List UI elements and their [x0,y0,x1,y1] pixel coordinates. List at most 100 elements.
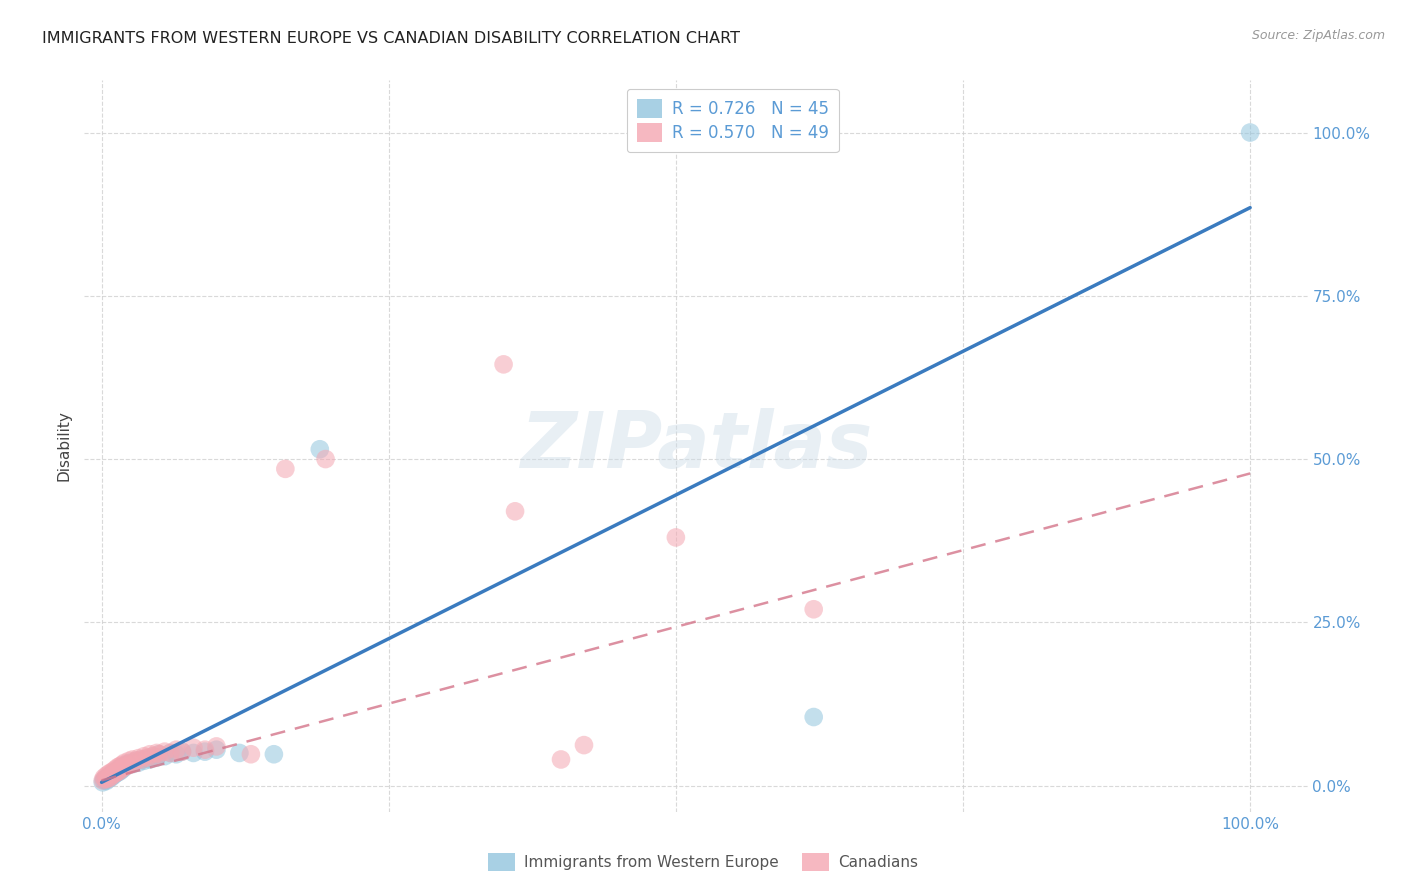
Point [111,762,134,776]
Point [91,773,114,788]
Point [194,742,217,756]
Point [145,746,167,760]
Point [101,769,124,783]
Point [93,773,115,788]
Point [112,760,135,774]
Point [108,762,131,776]
Point [170,745,193,759]
Point [97,767,120,781]
Point [153,749,176,764]
Point [110,762,132,776]
Point [105,764,128,779]
Point [96,771,118,785]
Point [91,775,114,789]
Point [111,757,134,772]
Point [97,772,120,786]
Text: Source: ZipAtlas.com: Source: ZipAtlas.com [1251,29,1385,42]
Point [96,769,118,783]
Point [125,754,148,768]
Point [115,759,138,773]
Point [572,738,595,752]
Point [165,742,187,756]
Point [145,750,167,764]
Point [136,750,159,764]
Text: IMMIGRANTS FROM WESTERN EUROPE VS CANADIAN DISABILITY CORRELATION CHART: IMMIGRANTS FROM WESTERN EUROPE VS CANADI… [42,31,740,46]
Point [94,772,117,786]
Point [136,751,159,765]
Point [96,774,118,789]
Point [118,754,141,768]
Point [93,771,115,785]
Point [139,747,162,762]
Point [803,602,825,616]
Point [101,769,124,783]
Point [108,764,131,779]
Point [108,764,131,779]
Point [142,749,165,764]
Point [170,745,193,759]
Point [114,756,136,770]
Point [148,747,170,762]
Point [114,760,136,774]
Point [183,746,205,760]
Point [148,747,170,762]
Point [153,745,176,759]
Point [165,747,187,762]
Point [315,452,337,467]
Point [308,442,330,457]
Point [101,767,124,781]
Point [1239,126,1261,140]
Point [183,740,205,755]
Point [132,749,155,764]
Point [115,757,138,772]
Point [492,357,515,371]
Text: ZIPatlas: ZIPatlas [520,408,872,484]
Point [94,772,117,786]
Point [228,746,250,760]
Point [121,752,143,766]
Point [132,754,155,768]
Point [131,752,153,766]
Point [100,771,122,785]
Point [263,747,285,762]
Point [112,759,135,773]
Y-axis label: Disability: Disability [56,410,72,482]
Point [127,756,149,770]
Point [205,739,228,754]
Point [120,756,142,770]
Point [131,752,153,766]
Point [107,760,129,774]
Point [125,754,148,768]
Point [665,530,688,544]
Point [142,749,165,764]
Point [110,760,132,774]
Point [100,765,122,780]
Legend: R = 0.726   N = 45, R = 0.570   N = 49: R = 0.726 N = 45, R = 0.570 N = 49 [627,88,838,153]
Point [118,757,141,772]
Point [98,771,121,785]
Point [103,765,125,780]
Point [96,772,118,786]
Point [274,462,297,476]
Point [127,751,149,765]
Point [205,742,228,756]
Point [159,746,181,760]
Point [108,759,131,773]
Point [104,767,127,781]
Point [101,764,124,779]
Point [98,769,121,783]
Point [803,710,825,724]
Point [103,767,125,781]
Point [550,752,572,766]
Point [159,746,181,760]
Point [139,752,162,766]
Point [104,762,127,776]
Point [107,765,129,780]
Point [121,757,143,772]
Point [194,745,217,759]
Point [120,757,142,772]
Point [239,747,262,762]
Legend: Immigrants from Western Europe, Canadians: Immigrants from Western Europe, Canadian… [481,847,925,877]
Point [105,765,128,780]
Point [503,504,526,518]
